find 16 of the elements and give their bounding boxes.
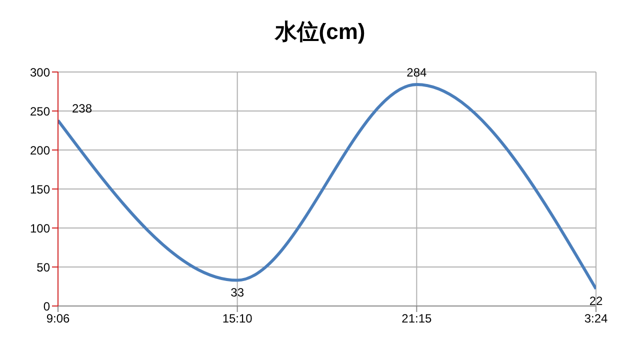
y-tick-label: 0 xyxy=(43,299,50,314)
data-label: 284 xyxy=(406,65,427,80)
y-tick-label: 300 xyxy=(30,65,50,80)
data-label: 238 xyxy=(72,101,92,116)
y-tick-label: 200 xyxy=(30,143,50,158)
x-tick-label: 9:06 xyxy=(46,312,70,326)
x-tick-label: 3:24 xyxy=(584,312,608,326)
x-tick-label: 15:10 xyxy=(222,312,253,326)
y-tick-label: 250 xyxy=(30,104,50,118)
data-label: 33 xyxy=(230,285,244,300)
y-tick-label: 50 xyxy=(36,260,50,274)
y-tick-label: 150 xyxy=(30,182,50,196)
data-label: 22 xyxy=(589,294,603,308)
chart-title: 水位(cm) xyxy=(274,18,366,46)
x-tick-label: 21:15 xyxy=(402,312,432,326)
y-tick-label: 100 xyxy=(30,221,50,236)
